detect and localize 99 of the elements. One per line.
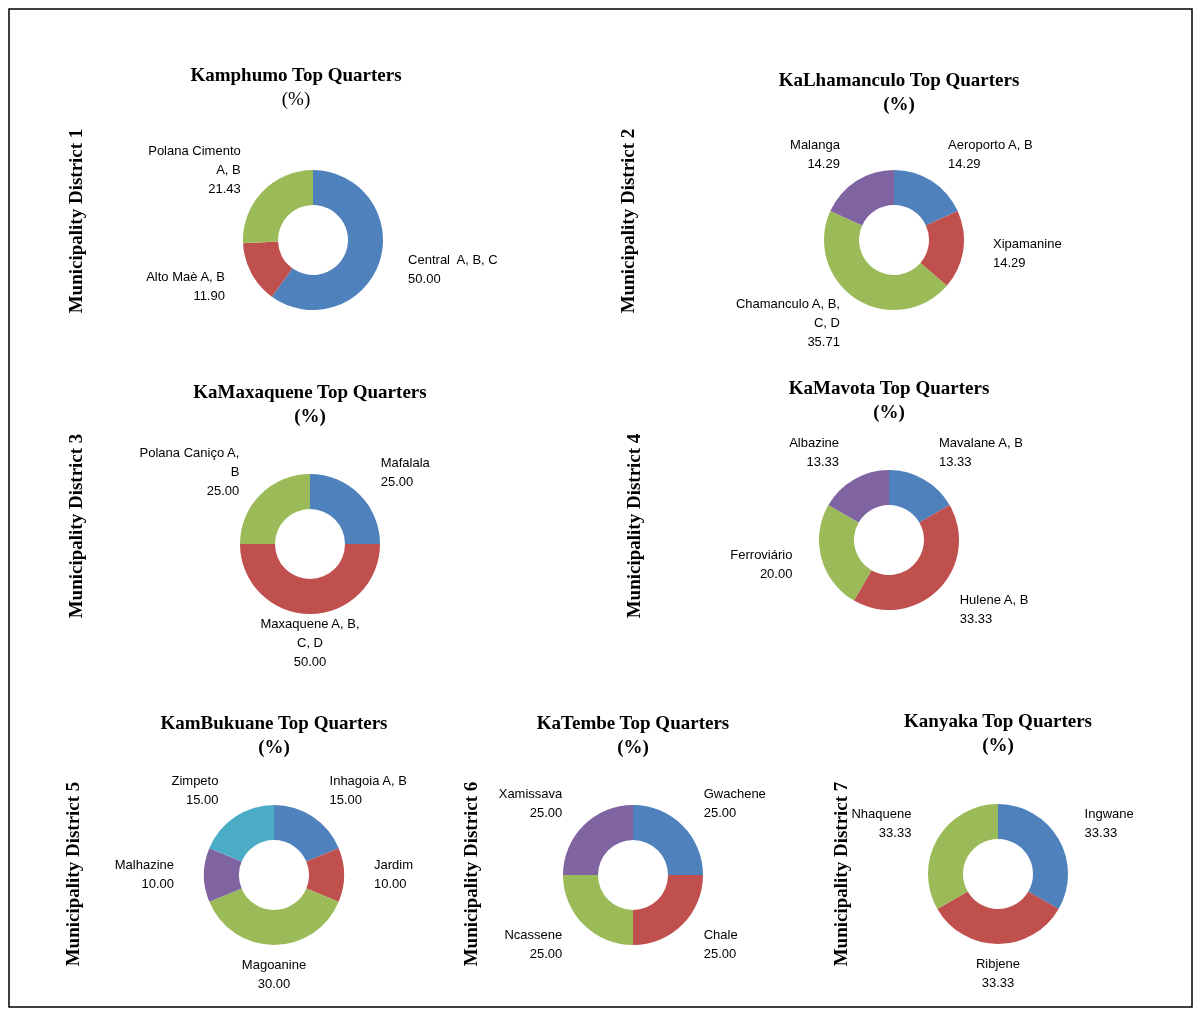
data-label: 30.00: [257, 975, 291, 991]
data-label: 10.00: [374, 875, 407, 891]
text: Municipality District 1: [65, 128, 87, 314]
slice-label: Alto Maè A, B: [146, 269, 225, 285]
data-label: 50.00: [408, 271, 441, 287]
data-label: 35.71: [807, 334, 840, 350]
donut-slice: [243, 241, 293, 297]
data-label: 11.90: [193, 288, 225, 304]
chart-subtitle: (%): [258, 736, 290, 758]
donut-slice: [819, 504, 872, 601]
text: Municipality District 4: [623, 433, 645, 619]
data-label: 13.33: [938, 454, 972, 470]
text: Municipality District 3: [65, 433, 87, 619]
chart-subtitle: (%): [294, 405, 326, 427]
slice-label: Malanga: [790, 137, 841, 153]
chart-title: KaLhamanculo Top Quarters: [778, 69, 1020, 90]
chart-subtitle: (%): [982, 734, 1014, 756]
slice-label: Mafalala: [380, 455, 431, 471]
data-label: 25.00: [206, 483, 240, 499]
chart-subtitle: (%): [883, 93, 915, 115]
slice-label: Jardim: [374, 856, 414, 872]
text: Municipality District 6: [460, 781, 482, 967]
donut-slice: [271, 170, 383, 310]
data-label: 14.29: [807, 156, 840, 172]
chart-title: Kamphumo Top Quarters: [190, 64, 402, 85]
slice-label: Polana Cimento A, B: [148, 143, 241, 178]
data-label: 20.00: [759, 566, 793, 582]
data-label: 33.33: [878, 824, 912, 840]
donut-slice: [854, 504, 959, 610]
data-label: 25.00: [529, 805, 563, 821]
chart-title: KaTembe Top Quarters: [536, 712, 730, 733]
donut-slice: [828, 470, 889, 523]
slice-label: Central A, B, C: [408, 252, 498, 268]
slice-label: Polana Caniço A, B: [139, 445, 240, 480]
donut-slice: [209, 888, 339, 945]
text: Municipality District 7: [830, 781, 852, 967]
donut-slice: [274, 805, 339, 862]
donut-slice: [240, 544, 380, 614]
data-label: 25.00: [703, 805, 737, 821]
donut-slice: [928, 804, 998, 909]
chart-title: KaMavota Top Quarters: [788, 377, 990, 398]
data-label: 15.00: [185, 792, 219, 808]
donut-slice: [563, 875, 633, 945]
slice-label: Aeroporto A, B: [948, 137, 1033, 153]
data-label: 33.33: [1084, 824, 1118, 840]
slice-label: Chale: [703, 927, 738, 943]
data-label: 15.00: [329, 792, 363, 808]
donut-slice: [830, 170, 894, 226]
slice-label: Malhazine: [114, 856, 174, 872]
slice-label: Chamanculo A, B, C, D: [735, 296, 840, 331]
chart-subtitle: (%): [617, 736, 649, 758]
data-label: 25.00: [380, 474, 414, 490]
data-label: 25.00: [703, 946, 737, 962]
slice-label: Maxaquene A, B, C, D: [260, 616, 360, 651]
text: Municipality District 2: [617, 128, 639, 314]
donut-slice: [243, 170, 313, 244]
donut-slice: [209, 805, 274, 862]
slice-label: Ingwane: [1084, 805, 1134, 821]
chart-subtitle: (%): [873, 401, 905, 423]
data-label: 21.43: [208, 181, 241, 197]
slice-label: Nhaquene: [851, 805, 912, 821]
donut-slice: [633, 875, 703, 945]
slice-label: Gwachene: [703, 786, 766, 802]
data-label: 10.00: [141, 875, 174, 891]
chart-subtitle: (%): [281, 88, 311, 110]
donut-slice: [920, 210, 964, 286]
donut-slice: [563, 805, 633, 875]
data-label: 50.00: [293, 654, 327, 670]
chart-title: Kanyaka Top Quarters: [904, 710, 1092, 731]
data-label: 25.00: [529, 946, 563, 962]
data-label: 14.29: [992, 255, 1026, 271]
donut-slice: [998, 804, 1068, 909]
data-label: 13.33: [806, 454, 840, 470]
data-label: 33.33: [959, 611, 993, 627]
data-label: 33.33: [981, 974, 1015, 990]
donut-slice: [889, 470, 950, 523]
donut-slice: [633, 805, 703, 875]
data-label: 14.29: [948, 156, 981, 172]
donut-slice: [894, 170, 958, 226]
slice-label: Ncassene: [504, 927, 563, 943]
slice-label: Xipamanine: [992, 236, 1062, 252]
chart-title: KamBukuane Top Quarters: [160, 712, 388, 733]
slice-label: Inhagoia A, B: [329, 773, 407, 789]
slice-label: Ferroviário: [730, 547, 793, 563]
chart-title: KaMaxaquene Top Quarters: [193, 381, 427, 402]
slice-label: Zimpeto: [171, 773, 219, 789]
donut-slice: [306, 848, 344, 902]
slice-label: Mavalane A, B: [938, 435, 1023, 451]
slice-label: Hulene A, B: [959, 592, 1029, 608]
donut-slice: [310, 474, 380, 544]
donut-slice: [937, 891, 1059, 944]
slice-label: Ribjene: [975, 955, 1021, 971]
slice-label: Xamissava: [498, 786, 564, 802]
donut-slice: [824, 210, 947, 310]
slice-label: Magoanine: [241, 956, 307, 972]
slice-label: Albazine: [789, 435, 840, 451]
donut-slice: [240, 474, 310, 544]
text: Municipality District 5: [62, 781, 84, 967]
donut-slice: [204, 848, 242, 902]
